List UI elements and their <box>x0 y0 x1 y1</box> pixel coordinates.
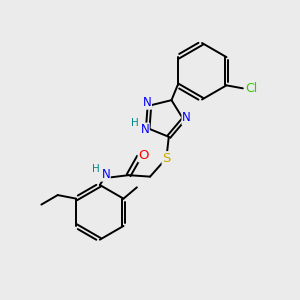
Text: Cl: Cl <box>245 82 257 95</box>
Text: N: N <box>143 96 152 109</box>
Text: N: N <box>101 168 110 181</box>
Text: N: N <box>182 112 191 124</box>
Text: O: O <box>138 149 149 162</box>
Text: H: H <box>92 164 100 174</box>
Text: H: H <box>130 118 138 128</box>
Text: S: S <box>162 152 171 165</box>
Text: N: N <box>140 123 149 136</box>
